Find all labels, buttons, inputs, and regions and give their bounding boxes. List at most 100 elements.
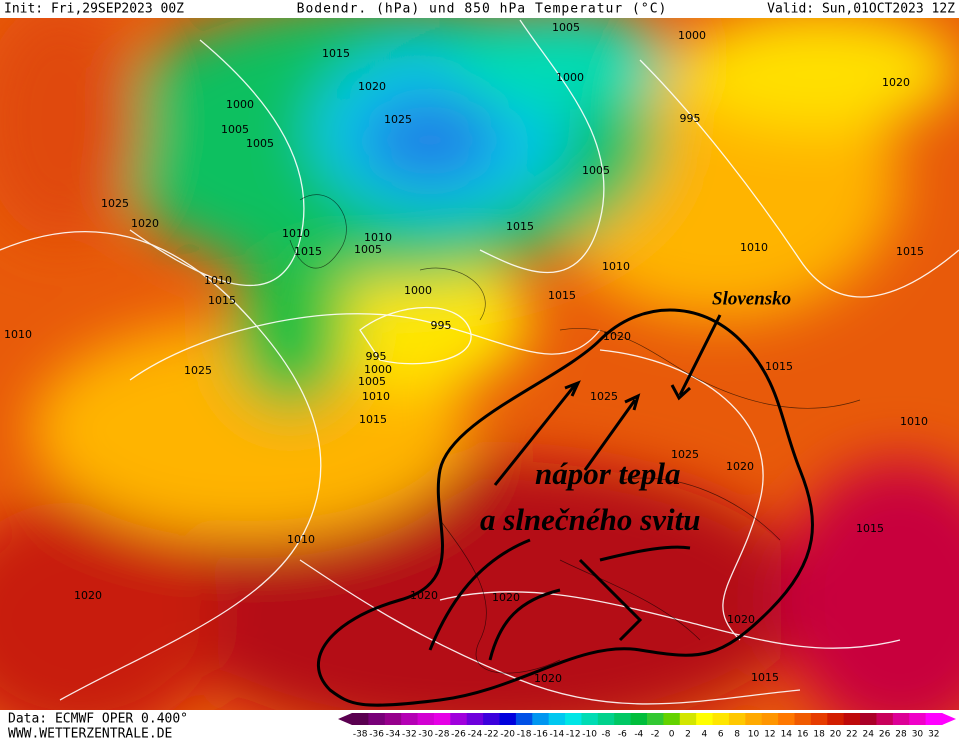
colorbar-segment <box>384 713 402 725</box>
isobar-label: 1005 <box>354 243 382 256</box>
colorbar-label: -30 <box>418 730 433 740</box>
colorbar-label: -10 <box>582 730 597 740</box>
valid-time: Valid: Sun,01OCT2023 12Z <box>767 2 955 17</box>
isobar-label: 1025 <box>101 197 129 210</box>
colorbar-segment <box>401 713 419 725</box>
colorbar-label: -20 <box>500 730 515 740</box>
colorbar-label: -22 <box>484 730 499 740</box>
init-time: Init: Fri,29SEP2023 00Z <box>4 2 184 17</box>
colorbar-segment <box>892 713 910 725</box>
isobar-label: 995 <box>431 319 452 332</box>
isobar-label: 1015 <box>294 245 322 258</box>
colorbar-label: 26 <box>879 730 891 740</box>
colorbar-label: -14 <box>550 730 565 740</box>
colorbar-label: 8 <box>734 730 740 740</box>
colorbar-label: -6 <box>618 730 627 740</box>
colorbar-segment <box>679 713 697 725</box>
colorbar-segment <box>647 713 664 725</box>
isobar-label: 1025 <box>671 448 699 461</box>
colorbar-segment <box>532 713 550 725</box>
colorbar-segment <box>728 713 746 725</box>
isobar-label: 1000 <box>678 29 706 42</box>
isobar-label: 1010 <box>362 390 390 403</box>
isobar-label: 1010 <box>740 241 768 254</box>
colorbar-segment <box>696 713 714 725</box>
isobar-label: 1005 <box>246 137 274 150</box>
isobar-label: 1010 <box>287 533 315 546</box>
colorbar-segment <box>663 713 681 725</box>
data-source: Data: ECMWF OPER 0.400° <box>8 712 188 727</box>
isobar-label: 1015 <box>765 360 793 373</box>
annotation-line-2: a slnečného svitu <box>480 502 700 537</box>
isobar-label: 1015 <box>359 413 387 426</box>
colorbar-label: 24 <box>863 730 875 740</box>
colorbar-label: 32 <box>928 730 939 740</box>
colorbar-label: -24 <box>468 730 483 740</box>
colorbar-label: 20 <box>830 730 842 740</box>
isobar-label: 1015 <box>506 220 534 233</box>
isobar-label: 1020 <box>74 589 102 602</box>
isobar-label: 1020 <box>131 217 159 230</box>
colorbar-label: 22 <box>846 730 857 740</box>
isobar-label: 1010 <box>602 260 630 273</box>
isobar-label: 1000 <box>226 98 254 111</box>
colorbar-segment <box>860 713 877 725</box>
colorbar-label: -12 <box>566 730 581 740</box>
colorbar-label: -18 <box>517 730 532 740</box>
colorbar-segment <box>827 713 845 725</box>
colorbar-segment <box>368 713 386 725</box>
colorbar-segment <box>352 713 369 725</box>
isobar-label: 1010 <box>900 415 928 428</box>
colorbar-segment <box>909 713 927 725</box>
isobar-label: 1015 <box>548 289 576 302</box>
isobar-label: 1020 <box>726 460 754 473</box>
colorbar-segment <box>433 713 451 725</box>
annotation-line-1: nápor tepla <box>535 456 681 491</box>
isobar-label: 1025 <box>184 364 212 377</box>
colorbar-label: 0 <box>669 730 675 740</box>
colorbar-segment <box>499 713 517 725</box>
isobar-label: 995 <box>366 350 387 363</box>
isobar-label: 1010 <box>4 328 32 341</box>
isobar-label: 1020 <box>534 672 562 685</box>
isobar-label: 1015 <box>856 522 884 535</box>
colorbar-segment <box>614 713 632 725</box>
isobar-label: 1000 <box>556 71 584 84</box>
colorbar-label: 18 <box>813 730 825 740</box>
colorbar-segment <box>630 713 648 725</box>
colorbar-label: -26 <box>451 730 466 740</box>
colorbar-label: -32 <box>402 730 417 740</box>
isobar-label: 995 <box>680 112 701 125</box>
colorbar-label: 30 <box>912 730 924 740</box>
colorbar-segment <box>548 713 566 725</box>
isobar-label: 1005 <box>221 123 249 136</box>
colorbar-label: -28 <box>435 730 450 740</box>
colorbar-segment <box>565 713 582 725</box>
isobar-label: 1020 <box>882 76 910 89</box>
isobar-label: 1010 <box>204 274 232 287</box>
colorbar-label: 28 <box>895 730 907 740</box>
isobar-label: 1005 <box>582 164 610 177</box>
site-url: WWW.WETTERZENTRALE.DE <box>8 727 172 741</box>
isobar-label: 1025 <box>384 113 412 126</box>
isobar-label: 1010 <box>282 227 310 240</box>
colorbar-segment <box>515 713 533 725</box>
colorbar-label: -2 <box>651 730 660 740</box>
colorbar-label: -8 <box>602 730 611 740</box>
colorbar-label: -16 <box>533 730 548 740</box>
colorbar-segment <box>843 713 861 725</box>
colorbar-segment <box>466 713 484 725</box>
colorbar-segment <box>761 713 779 725</box>
colorbar-label: 16 <box>797 730 809 740</box>
colorbar-right-arrow <box>942 713 956 725</box>
isobar-label: 1015 <box>751 671 779 684</box>
place-annotation: Slovensko <box>712 288 791 309</box>
colorbar-label: -4 <box>634 730 643 740</box>
isobar-label: 1000 <box>404 284 432 297</box>
colorbar-label: 14 <box>781 730 793 740</box>
colorbar-segment <box>597 713 615 725</box>
colorbar-label: 10 <box>748 730 760 740</box>
colorbar-label: -38 <box>353 730 368 740</box>
